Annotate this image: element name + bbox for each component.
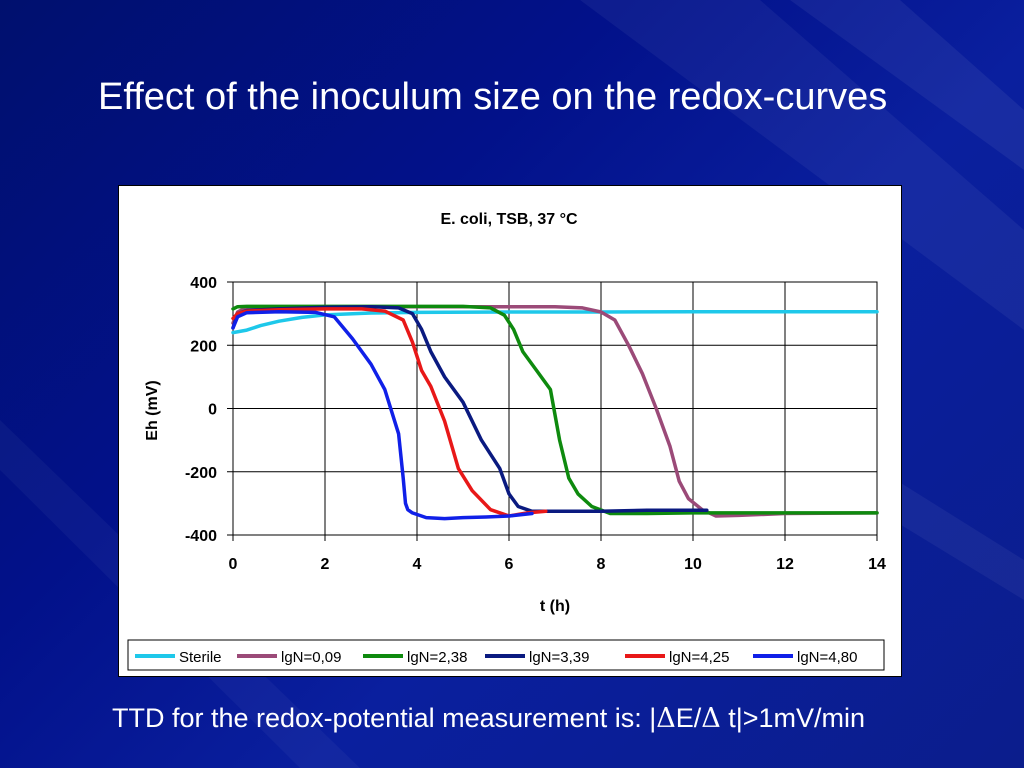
series-line xyxy=(231,304,879,516)
y-tick-label: -200 xyxy=(185,465,217,482)
series-line xyxy=(231,309,534,521)
delta-symbol: Δ xyxy=(656,703,676,734)
x-tick-label: 12 xyxy=(776,556,794,573)
x-tick-label: 10 xyxy=(684,556,702,573)
y-tick-label: 200 xyxy=(190,338,217,355)
x-tick-label: 4 xyxy=(413,556,422,573)
x-tick-label: 14 xyxy=(868,556,886,573)
x-tick-label: 6 xyxy=(505,556,514,573)
legend-label: lgN=3,39 xyxy=(529,649,589,666)
footer-prefix: TTD for the redox-potential measurement … xyxy=(112,703,657,733)
x-tick-label: 8 xyxy=(597,556,606,573)
y-tick-label: -400 xyxy=(185,528,217,545)
y-axis-label: Eh (mV) xyxy=(144,380,161,440)
legend-label: lgN=4,80 xyxy=(797,649,857,666)
legend-label: lgN=0,09 xyxy=(281,649,341,666)
chart-container: E. coli, TSB, 37 °C -400 -200 0 200 400 0 2 4 6 8 1… xyxy=(118,185,902,677)
legend-label: lgN=2,38 xyxy=(407,649,467,666)
slide-title: Effect of the inoculum size on the redox… xyxy=(98,76,888,118)
legend-label: lgN=4,25 xyxy=(669,649,729,666)
legend-label: Sterile xyxy=(179,649,222,666)
series-line xyxy=(231,307,548,518)
delta-symbol: Δ xyxy=(701,703,721,734)
x-axis-label: t (h) xyxy=(540,598,570,615)
y-tick-label: 400 xyxy=(190,275,217,292)
redox-chart: E. coli, TSB, 37 °C -400 -200 0 200 400 0 2 4 6 8 1… xyxy=(127,211,886,671)
x-tick-label: 2 xyxy=(321,556,330,573)
y-tick-label: 0 xyxy=(208,402,217,419)
x-tick-label: 0 xyxy=(229,556,238,573)
footer-note: TTD for the redox-potential measurement … xyxy=(112,703,865,734)
chart-title: E. coli, TSB, 37 °C xyxy=(440,211,578,228)
footer-mid: E/ xyxy=(675,703,702,733)
footer-suffix: t|>1mV/min xyxy=(720,703,866,733)
series-line xyxy=(231,309,879,335)
